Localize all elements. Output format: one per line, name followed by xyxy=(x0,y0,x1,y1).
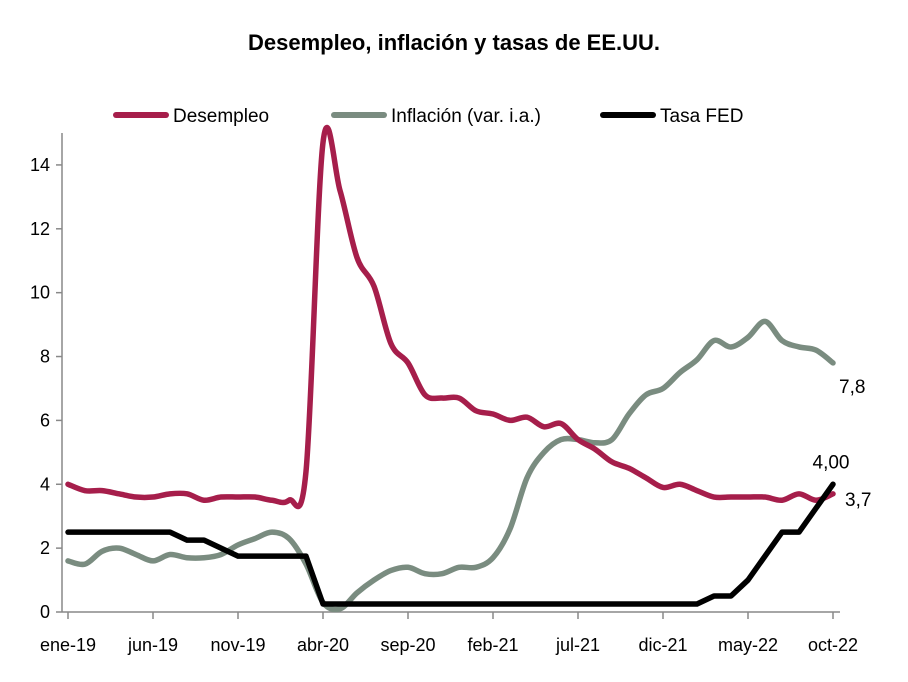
y-tick-label: 4 xyxy=(40,474,50,494)
series-line-inflaci-n-var-i-a- xyxy=(65,318,836,613)
series-line-desempleo xyxy=(65,124,836,510)
x-tick-label: sep-20 xyxy=(380,635,435,655)
legend-label: Desempleo xyxy=(173,106,269,127)
series-line-tasa-fed xyxy=(65,481,836,607)
x-tick-label: oct-22 xyxy=(808,635,858,655)
legend-item: Inflación (var. i.a.) xyxy=(331,106,541,127)
chart-title: Desempleo, inflación y tasas de EE.UU. xyxy=(247,30,661,55)
y-tick-label: 10 xyxy=(30,283,50,303)
y-tick-label: 2 xyxy=(40,538,50,558)
y-tick-label: 12 xyxy=(30,219,50,239)
end-label: 4,00 xyxy=(813,452,850,473)
legend-item: Tasa FED xyxy=(600,106,743,127)
x-axis: ene-19 jun-19 nov-19 abr-20 sep-20 feb-21 jul-… xyxy=(40,611,858,655)
x-tick-label: nov-19 xyxy=(210,635,265,655)
y-tick-label: 8 xyxy=(40,347,50,367)
x-tick-label: may-22 xyxy=(718,635,778,655)
end-label: 7,8 xyxy=(839,377,865,398)
y-tick-label: 6 xyxy=(40,410,50,430)
series-layer xyxy=(65,124,836,613)
y-tick-label: 14 xyxy=(30,155,50,175)
legend-label: Tasa FED xyxy=(660,106,743,127)
x-tick-label: ene-19 xyxy=(40,635,96,655)
end-labels: 3,7 7,8 4,00 xyxy=(813,377,872,511)
x-tick-label: jul-21 xyxy=(555,635,600,655)
x-tick-label: abr-20 xyxy=(297,635,349,655)
legend-label: Inflación (var. i.a.) xyxy=(391,106,541,127)
chart-legend: Desempleo Inflación (var. i.a.) Tasa FED xyxy=(113,106,743,127)
x-tick-label: feb-21 xyxy=(467,635,518,655)
y-axis: 0 2 4 6 8 10 12 14 xyxy=(30,133,63,622)
x-tick-label: jun-19 xyxy=(127,635,178,655)
y-tick-label: 0 xyxy=(40,602,50,622)
end-label: 3,7 xyxy=(845,490,871,511)
legend-item: Desempleo xyxy=(113,106,269,127)
x-tick-label: dic-21 xyxy=(638,635,687,655)
